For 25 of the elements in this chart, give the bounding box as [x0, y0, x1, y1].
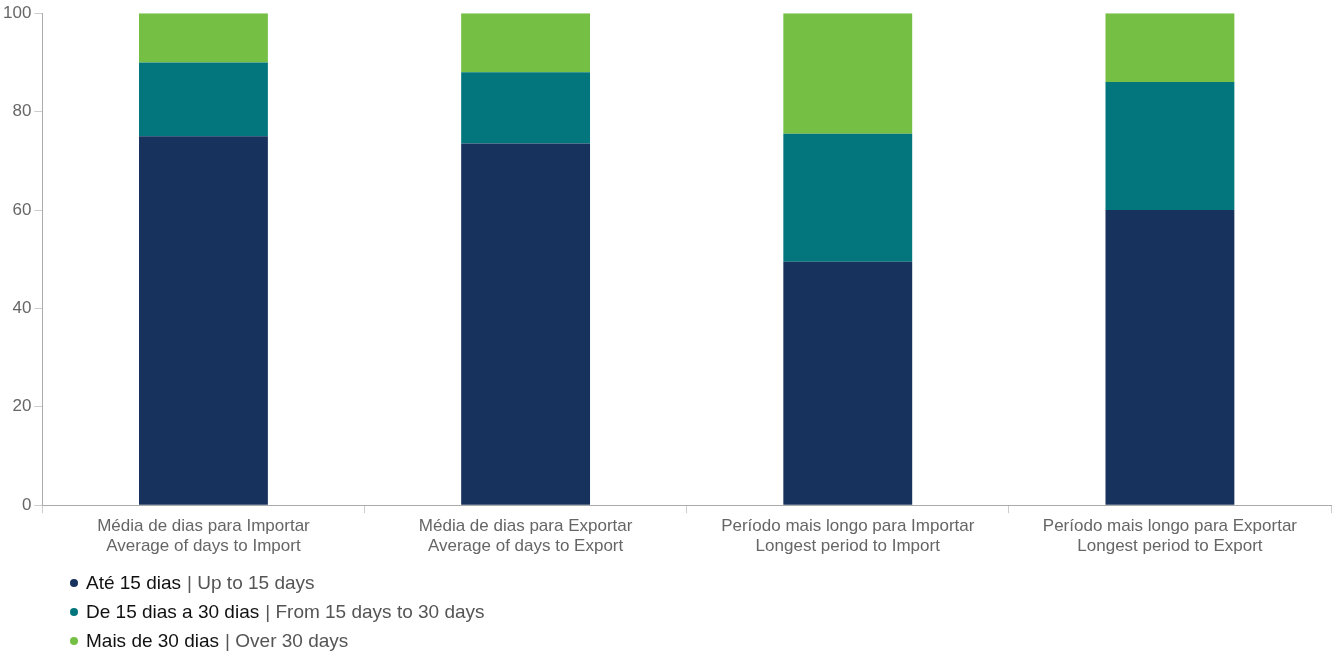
legend-label: Mais de 30 dias | Over 30 days	[86, 629, 349, 651]
x-tick-label: Média de dias para Importar Average of days to Import	[97, 516, 311, 556]
y-tick-label: 20	[12, 396, 32, 416]
x-tick-label: Período mais longo para Exportar Longest period to Export	[1042, 516, 1298, 556]
y-tick-label: 0	[21, 494, 32, 514]
x-tick-label: Média de dias para Exportar Average of days to Export	[418, 516, 633, 556]
bar	[139, 62, 268, 137]
bar	[461, 13, 591, 73]
bar	[139, 136, 268, 505]
y-tick-label: 80	[12, 101, 32, 121]
bar	[1105, 82, 1235, 210]
bar	[783, 261, 913, 505]
y-tick-label: 40	[12, 298, 32, 318]
y-tick-label: 60	[12, 199, 32, 219]
bar	[1105, 13, 1235, 83]
bar	[783, 133, 913, 262]
bar	[783, 13, 913, 134]
legend-label: De 15 dias a 30 dias | From 15 days to 30 days	[86, 600, 485, 623]
bar	[139, 13, 268, 63]
bar	[461, 143, 591, 505]
legend-label: Até 15 dias | Up to 15 days	[86, 571, 315, 594]
bar	[1105, 210, 1235, 505]
x-tick-label: Período mais longo para Importar Longest period to Import	[721, 516, 975, 556]
y-tick-label: 100	[2, 2, 32, 22]
bar	[461, 72, 591, 144]
